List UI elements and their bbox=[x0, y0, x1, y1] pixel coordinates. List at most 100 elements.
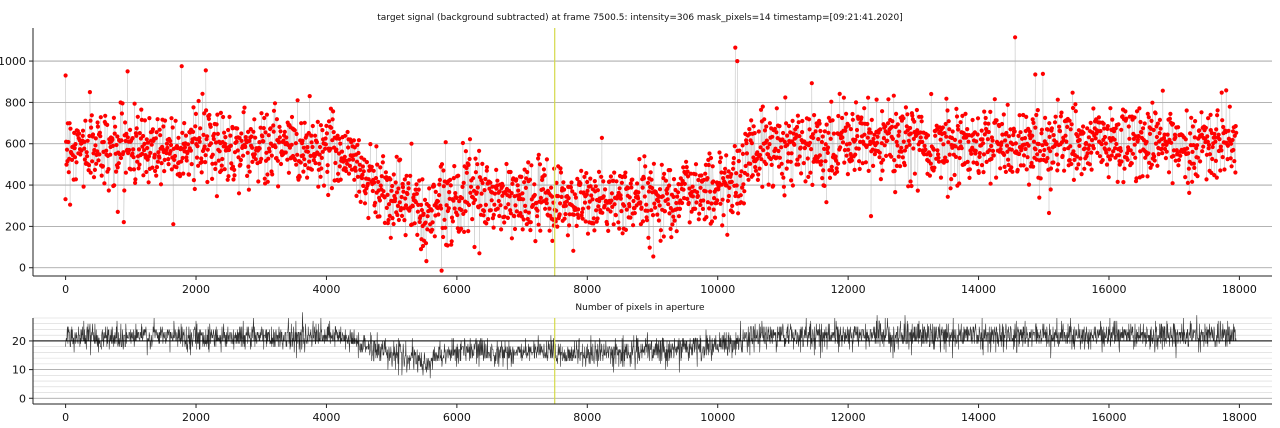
data-point bbox=[487, 186, 492, 191]
data-point bbox=[765, 145, 770, 150]
data-point bbox=[323, 142, 328, 147]
data-point bbox=[656, 199, 661, 204]
data-point bbox=[917, 147, 922, 153]
data-point bbox=[933, 133, 938, 138]
data-point bbox=[1078, 156, 1083, 161]
data-point bbox=[326, 192, 331, 198]
data-point bbox=[563, 212, 568, 217]
data-point bbox=[1098, 128, 1103, 134]
data-point bbox=[838, 145, 843, 150]
data-point bbox=[350, 157, 356, 162]
data-point bbox=[213, 166, 218, 172]
data-point bbox=[362, 201, 368, 206]
data-point bbox=[278, 129, 283, 134]
data-point bbox=[64, 147, 70, 152]
data-point bbox=[901, 116, 906, 121]
data-point bbox=[230, 126, 235, 131]
data-point bbox=[1145, 111, 1150, 116]
data-point bbox=[116, 161, 121, 166]
data-point bbox=[747, 127, 752, 132]
data-point bbox=[274, 117, 279, 122]
data-point bbox=[1129, 161, 1134, 166]
data-point bbox=[1011, 133, 1016, 138]
data-point bbox=[1213, 158, 1218, 163]
data-point bbox=[786, 123, 792, 129]
data-point bbox=[618, 196, 623, 201]
data-point bbox=[459, 196, 465, 201]
data-point bbox=[731, 166, 736, 171]
data-point bbox=[246, 129, 251, 134]
data-point bbox=[675, 194, 680, 199]
data-point bbox=[718, 155, 724, 160]
data-point bbox=[319, 155, 324, 160]
data-point bbox=[87, 90, 92, 95]
data-point bbox=[1214, 175, 1219, 180]
data-point bbox=[796, 162, 801, 167]
data-point bbox=[1142, 121, 1147, 126]
data-point bbox=[802, 145, 808, 150]
data-point bbox=[670, 222, 675, 227]
data-point bbox=[1004, 130, 1009, 136]
data-point bbox=[386, 202, 392, 207]
data-point bbox=[295, 152, 300, 157]
signal-chart-title: target signal (background subtracted) at… bbox=[377, 13, 903, 23]
data-point bbox=[656, 218, 662, 223]
data-point bbox=[664, 191, 670, 196]
data-point bbox=[594, 208, 599, 213]
data-point bbox=[1111, 149, 1116, 154]
data-point bbox=[680, 178, 685, 184]
data-point bbox=[136, 147, 142, 152]
data-point bbox=[882, 143, 887, 148]
data-point bbox=[1212, 173, 1217, 178]
data-point bbox=[1062, 168, 1067, 173]
data-point bbox=[959, 146, 964, 151]
data-point bbox=[1203, 125, 1208, 130]
data-point bbox=[1164, 149, 1169, 154]
data-point bbox=[591, 216, 596, 221]
data-point bbox=[203, 160, 208, 165]
data-point bbox=[690, 184, 695, 189]
data-point bbox=[271, 129, 276, 134]
data-point bbox=[596, 169, 602, 174]
data-point bbox=[63, 197, 68, 202]
data-point bbox=[892, 168, 897, 174]
data-point bbox=[220, 156, 225, 162]
data-point bbox=[166, 162, 171, 167]
data-point bbox=[849, 158, 855, 163]
data-point bbox=[742, 189, 747, 194]
data-point bbox=[1033, 147, 1038, 152]
data-point bbox=[413, 200, 418, 205]
data-point bbox=[230, 164, 236, 169]
data-point bbox=[358, 167, 363, 172]
data-point bbox=[911, 136, 916, 141]
data-point bbox=[973, 148, 978, 153]
data-point bbox=[435, 205, 440, 211]
data-point bbox=[285, 157, 290, 162]
data-point bbox=[1089, 150, 1094, 155]
data-point bbox=[785, 133, 790, 138]
data-point bbox=[1021, 153, 1027, 158]
data-point bbox=[164, 141, 170, 146]
data-point bbox=[1055, 168, 1060, 173]
data-point bbox=[300, 153, 306, 158]
data-point bbox=[764, 138, 770, 143]
data-point bbox=[795, 113, 801, 118]
data-point bbox=[1025, 155, 1030, 160]
data-point bbox=[73, 177, 78, 182]
x-tick-label: 6000 bbox=[443, 283, 471, 296]
data-point bbox=[321, 183, 327, 188]
data-point bbox=[249, 134, 254, 139]
data-point bbox=[305, 149, 311, 154]
data-point bbox=[355, 174, 360, 179]
data-point bbox=[498, 203, 503, 208]
data-point bbox=[773, 146, 778, 151]
data-point bbox=[318, 123, 323, 128]
data-point bbox=[1109, 153, 1114, 158]
data-point bbox=[979, 128, 984, 133]
data-point bbox=[821, 168, 826, 173]
data-point bbox=[382, 195, 387, 200]
data-point bbox=[271, 123, 276, 128]
data-point bbox=[180, 130, 185, 135]
data-point bbox=[137, 162, 142, 167]
